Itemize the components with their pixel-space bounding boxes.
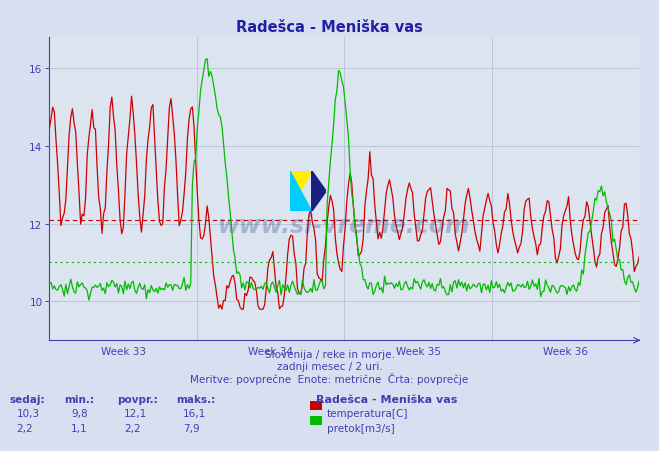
Text: 10,3: 10,3 [16, 408, 40, 418]
Text: 2,2: 2,2 [16, 423, 33, 433]
Text: Meritve: povprečne  Enote: metrične  Črta: povprečje: Meritve: povprečne Enote: metrične Črta:… [190, 372, 469, 384]
Text: Slovenija / reke in morje.: Slovenija / reke in morje. [264, 350, 395, 359]
Text: temperatura[C]: temperatura[C] [327, 408, 409, 418]
Text: pretok[m3/s]: pretok[m3/s] [327, 423, 395, 433]
Text: Radešca - Meniška vas: Radešca - Meniška vas [316, 395, 458, 405]
Polygon shape [290, 171, 312, 212]
Polygon shape [312, 171, 326, 212]
Text: povpr.:: povpr.: [117, 395, 158, 405]
Text: Radešca - Meniška vas: Radešca - Meniška vas [236, 20, 423, 35]
Text: maks.:: maks.: [177, 395, 216, 405]
Text: 7,9: 7,9 [183, 423, 200, 433]
Text: 16,1: 16,1 [183, 408, 206, 418]
Text: sedaj:: sedaj: [10, 395, 45, 405]
Text: 2,2: 2,2 [124, 423, 140, 433]
Text: 1,1: 1,1 [71, 423, 88, 433]
Text: min.:: min.: [65, 395, 95, 405]
Text: zadnji mesec / 2 uri.: zadnji mesec / 2 uri. [277, 361, 382, 371]
Text: 9,8: 9,8 [71, 408, 88, 418]
Text: www.si-vreme.com: www.si-vreme.com [218, 214, 471, 238]
Polygon shape [290, 171, 312, 212]
Text: 12,1: 12,1 [124, 408, 147, 418]
